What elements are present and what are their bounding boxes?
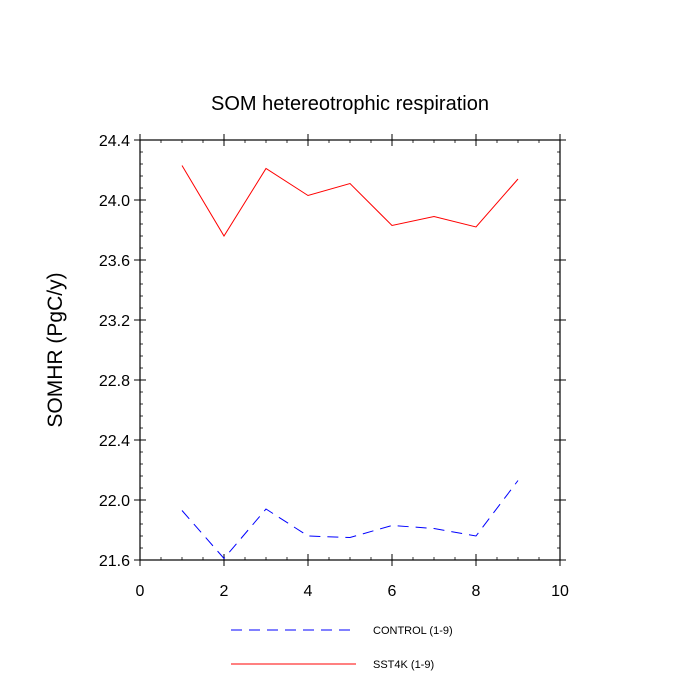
x-tick-label: 2 [220, 583, 229, 600]
y-tick-label: 22.8 [99, 373, 130, 390]
y-tick-label: 23.2 [99, 313, 130, 330]
y-tick-label: 22.4 [99, 433, 130, 450]
x-tick-label: 6 [388, 583, 397, 600]
y-tick-label: 24.4 [99, 133, 130, 150]
x-tick-label: 0 [136, 583, 145, 600]
plot-area: 21.6 22.0 22.4 22.8 23.2 23.6 24.0 24.4 0 2 4 6 8 10 [99, 133, 569, 600]
chart-title: SOM hetereotrophic respiration [211, 93, 489, 115]
legend: CONTROL (1-9) SST4K (1-9) [231, 625, 453, 671]
x-tick-label: 10 [551, 583, 569, 600]
x-tick-label: 8 [472, 583, 481, 600]
series-line-sst4k [181, 165, 519, 237]
y-tick-label: 23.6 [99, 253, 130, 270]
y-axis-label: SOMHR (PgC/y) [44, 272, 67, 427]
y-tick-label: 24.0 [99, 193, 130, 210]
legend-label-sst4k: SST4K (1-9) [373, 659, 434, 671]
y-tick-label: 21.6 [99, 553, 130, 570]
series-line-control [181, 480, 519, 560]
legend-label-control: CONTROL (1-9) [373, 625, 453, 637]
y-tick-label: 22.0 [99, 493, 130, 510]
x-tick-label: 4 [304, 583, 313, 600]
